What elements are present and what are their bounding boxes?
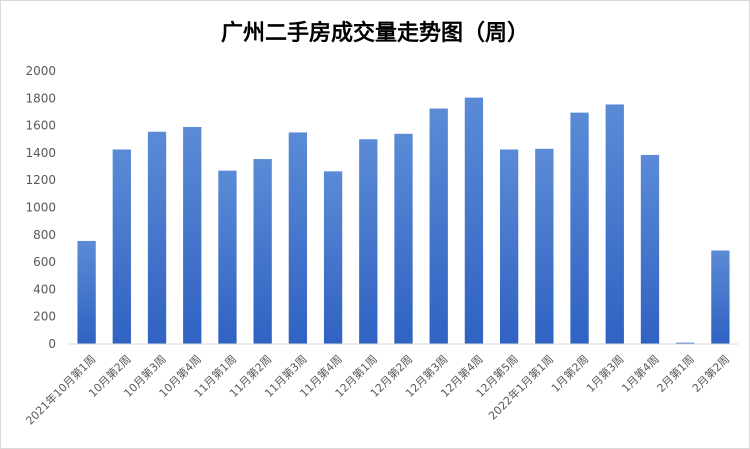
bar [570, 112, 589, 344]
bar [112, 149, 131, 344]
bar [640, 154, 660, 344]
y-tick-label: 200 [33, 310, 56, 324]
bar [77, 240, 96, 344]
bar [253, 159, 272, 344]
y-tick-label: 1200 [25, 173, 56, 187]
bar [147, 131, 167, 344]
bar [323, 171, 343, 344]
bar [605, 104, 624, 344]
x-tick-label: 2月第2周 [689, 352, 732, 395]
bar [499, 149, 519, 344]
y-axis: 0 200 400 600 800 1000 1200 1400 1600 1800 2000 [25, 64, 56, 351]
y-tick-label: 1000 [25, 201, 56, 215]
bar [464, 97, 484, 345]
chart-title: 广州二手房成交量走势图（周） [220, 21, 529, 46]
bar [218, 170, 237, 344]
x-tick-label: 2月第1周 [654, 352, 697, 395]
bars [77, 97, 730, 345]
x-tick-label: 2022年1月第1周 [485, 352, 556, 423]
x-tick-label: 1月第2周 [548, 352, 591, 395]
bar [535, 148, 554, 344]
y-tick-label: 0 [48, 337, 56, 351]
y-tick-label: 600 [33, 255, 56, 269]
x-tick-label: 1月第4周 [619, 352, 662, 395]
bar [359, 139, 378, 344]
y-tick-label: 800 [33, 228, 56, 242]
bar [711, 250, 730, 344]
x-axis: 2021年10月第1周10月第2周10月第3周10月第4周11月第1周11月第2… [23, 352, 732, 428]
y-tick-label: 1400 [25, 146, 56, 160]
x-tick-label: 1月第3周 [583, 352, 626, 395]
y-tick-label: 1800 [25, 91, 56, 105]
bar [288, 132, 308, 344]
bar [676, 342, 695, 344]
bar [429, 108, 448, 344]
y-tick-label: 2000 [25, 64, 56, 78]
y-tick-label: 400 [33, 282, 56, 296]
bar [394, 133, 413, 344]
y-tick-label: 1600 [25, 119, 56, 133]
bar [183, 126, 202, 344]
